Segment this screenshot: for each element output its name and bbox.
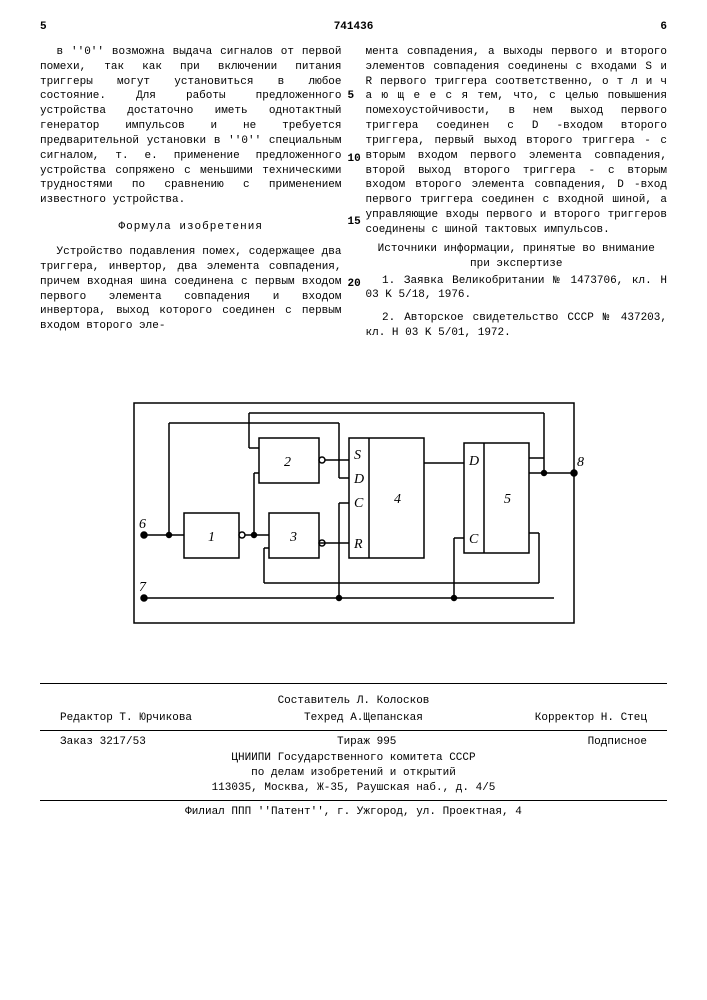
- port-c2: C: [469, 532, 479, 547]
- col1-para2: Устройство подавления помех, содержащее …: [40, 245, 342, 334]
- block-1-label: 1: [208, 530, 215, 545]
- footer-order: Заказ 3217/53: [60, 735, 146, 750]
- footer-sub: Подписное: [588, 735, 647, 750]
- divider-1: [40, 730, 667, 731]
- line-num-10: 10: [348, 152, 361, 167]
- footer-credits-row: Редактор Т. Юрчикова Техред А.Щепанская …: [60, 711, 647, 726]
- page-num-left: 5: [40, 20, 47, 35]
- footer-org2: по делам изобретений и открытий: [40, 766, 667, 781]
- column-right: 5 10 15 20 мента совпадения, а выходы пе…: [366, 45, 668, 343]
- footer-editor: Редактор Т. Юрчикова: [60, 711, 192, 726]
- footer-order-row: Заказ 3217/53 Тираж 995 Подписное: [60, 735, 647, 750]
- divider-top: [40, 683, 667, 684]
- page-header: 5 741436 6: [40, 20, 667, 35]
- terminal-7: 7: [139, 580, 147, 595]
- footer-compiler: Составитель Л. Колосков: [40, 694, 667, 709]
- line-number-gutter: 5 10 15 20: [348, 45, 361, 340]
- footer-tirazh: Тираж 995: [337, 735, 396, 750]
- block-2-label: 2: [284, 455, 291, 470]
- circuit-diagram: 1 2 3 4 5 S D C R D C 6 7 8: [40, 383, 667, 643]
- text-columns: в ''0'' возможна выдача сигналов от перв…: [40, 45, 667, 343]
- col2-para1: мента совпадения, а выходы первого и вто…: [366, 45, 668, 238]
- port-c: C: [354, 496, 364, 511]
- footer-org1: ЦНИИПИ Государственного комитета СССР: [40, 751, 667, 766]
- formula-title: Формула изобретения: [40, 220, 342, 235]
- block-3-label: 3: [289, 530, 297, 545]
- footer-block: Составитель Л. Колосков Редактор Т. Юрчи…: [40, 694, 667, 820]
- reference-2: 2. Авторское свидетельство СССР № 437203…: [366, 311, 668, 341]
- port-s: S: [354, 448, 361, 463]
- port-d2: D: [468, 454, 479, 469]
- reference-1: 1. Заявка Великобритании № 1473706, кл. …: [366, 274, 668, 304]
- port-r: R: [353, 537, 363, 552]
- sources-title: Источники информации, принятые во вниман…: [366, 242, 668, 272]
- line-num-20: 20: [348, 277, 361, 292]
- footer-corrector: Корректор Н. Стец: [535, 711, 647, 726]
- col1-para1: в ''0'' возможна выдача сигналов от перв…: [40, 45, 342, 208]
- terminal-6: 6: [139, 517, 146, 532]
- block-4-label: 4: [394, 492, 401, 507]
- line-num-5: 5: [348, 89, 361, 104]
- column-left: в ''0'' возможна выдача сигналов от перв…: [40, 45, 342, 343]
- footer-techred: Техред А.Щепанская: [304, 711, 423, 726]
- patent-number: 741436: [334, 20, 374, 35]
- port-d: D: [353, 472, 364, 487]
- block-5-label: 5: [504, 492, 511, 507]
- line-num-15: 15: [348, 215, 361, 230]
- footer-addr1: 113035, Москва, Ж-35, Раушская наб., д. …: [40, 781, 667, 796]
- footer-addr2: Филиал ППП ''Патент'', г. Ужгород, ул. П…: [40, 805, 667, 820]
- page-root: 5 741436 6 в ''0'' возможна выдача сигна…: [0, 0, 707, 860]
- terminal-8: 8: [577, 455, 584, 470]
- divider-2: [40, 800, 667, 801]
- page-num-right: 6: [660, 20, 667, 35]
- diagram-svg: 1 2 3 4 5 S D C R D C 6 7 8: [114, 383, 594, 643]
